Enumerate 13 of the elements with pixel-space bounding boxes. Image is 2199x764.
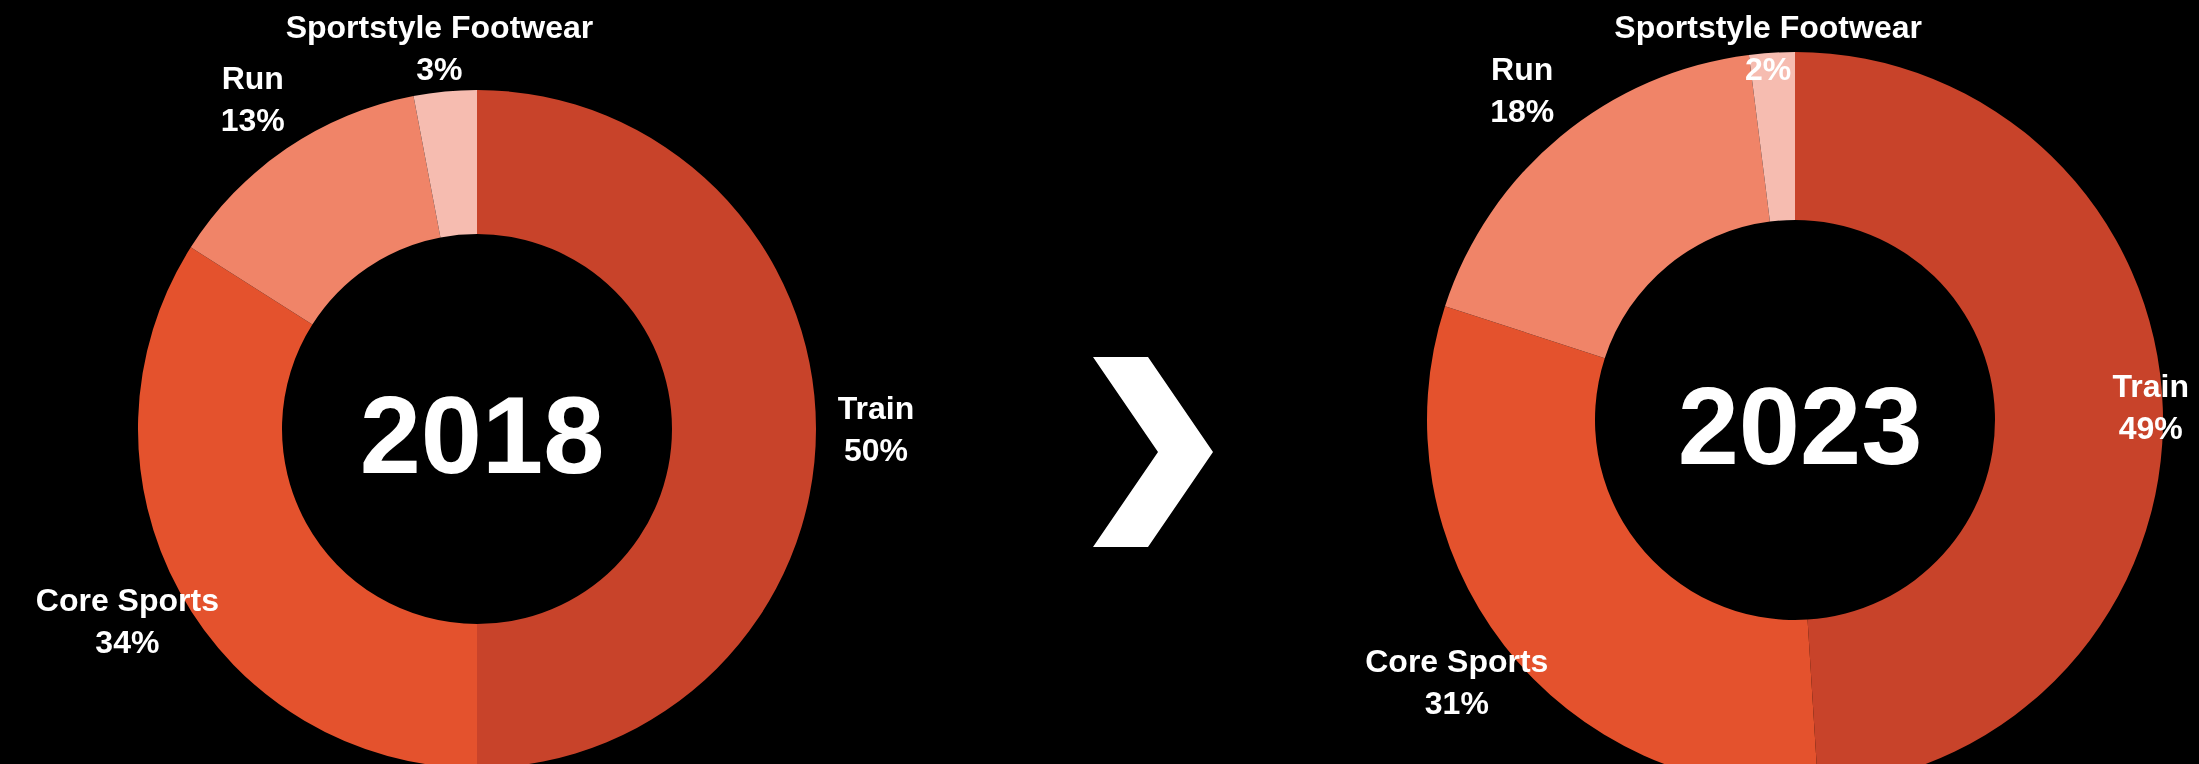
text: 2023 bbox=[1677, 363, 1923, 487]
slice-label: Run bbox=[221, 59, 284, 96]
data-label: 18% bbox=[1490, 93, 1555, 130]
slice-label: Train bbox=[837, 390, 915, 426]
data-label: 31% bbox=[1424, 685, 1489, 722]
slice-label: Sportstyle Footwear bbox=[1614, 9, 1922, 45]
data-label: 50% bbox=[843, 432, 909, 468]
text: 2018 bbox=[359, 372, 605, 496]
slice-label: Sportstyle Footwear bbox=[285, 9, 594, 45]
data-label: 3% bbox=[416, 51, 463, 87]
data-label: 13% bbox=[220, 101, 285, 138]
slice-label: Run bbox=[1491, 51, 1554, 88]
data-label: 34% bbox=[95, 624, 160, 661]
